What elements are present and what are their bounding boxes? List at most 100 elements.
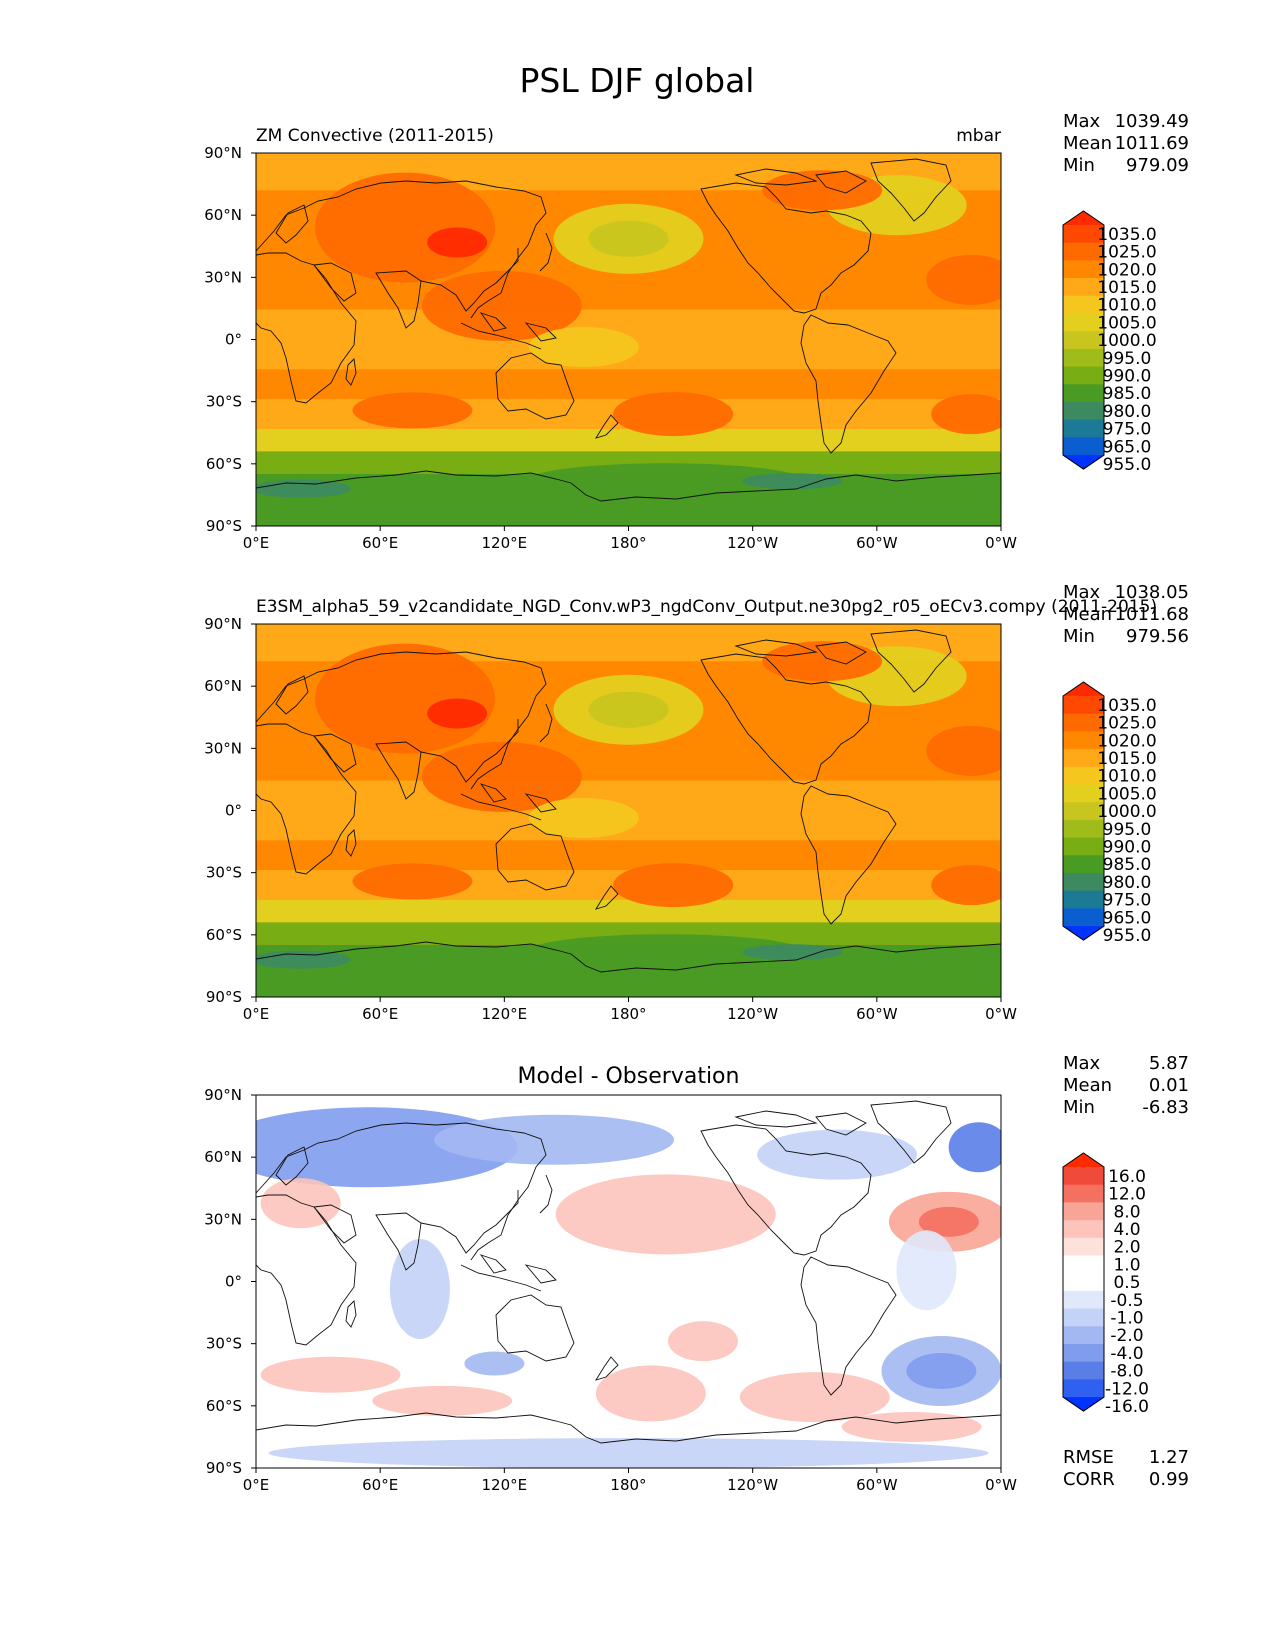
field-contour	[315, 172, 495, 283]
x-tick-label: 180°	[610, 1005, 646, 1023]
colorbar-label: 1020.0	[1097, 260, 1156, 280]
colorbar-outline	[1062, 681, 1105, 941]
x-tick-label: 0°W	[985, 534, 1017, 552]
field-contour	[762, 641, 883, 682]
map-field	[256, 153, 1001, 526]
field-contour	[372, 1385, 513, 1416]
colorbar-segment	[1063, 713, 1104, 732]
field-contour	[757, 1129, 918, 1180]
y-tick-label: 90°N	[204, 1086, 242, 1104]
colorbar-segment	[1063, 890, 1104, 909]
colorbar-segment	[1063, 419, 1104, 438]
y-tick-label: 30°S	[206, 393, 242, 411]
field-contour	[739, 1372, 890, 1423]
colorbar: 1035.01025.01020.01015.01010.01005.01000…	[1062, 681, 1157, 946]
field-contour	[762, 170, 883, 211]
stat-label-max: Max	[1063, 1053, 1101, 1074]
map-field	[256, 624, 1001, 997]
colorbar-segment	[1063, 784, 1104, 803]
y-tick-label: 60°S	[206, 926, 242, 944]
field-band	[256, 451, 1001, 474]
colorbar-label: 995.0	[1103, 820, 1152, 840]
stat-label-mean: Mean	[1063, 133, 1112, 154]
field-contour	[352, 392, 473, 429]
stat-value-mean: 0.01	[1149, 1075, 1189, 1096]
colorbar-segment	[1063, 1361, 1104, 1380]
field-contour	[528, 326, 639, 367]
field-contour	[434, 1114, 674, 1165]
stat-label-max: Max	[1063, 582, 1101, 603]
y-tick-label: 90°S	[206, 988, 242, 1006]
field-contour	[528, 797, 639, 838]
y-tick-label: 90°N	[204, 615, 242, 633]
colorbar-segment	[1063, 1184, 1104, 1203]
map-panel-2: E3SM_alpha5_59_v2candidate_NGD_Conv.wP3_…	[204, 582, 1189, 1023]
colorbar-segment	[1063, 873, 1104, 892]
colorbar-label: 1025.0	[1097, 243, 1156, 263]
colorbar-segment	[1063, 1379, 1104, 1398]
units-label: mbar	[956, 126, 1001, 146]
colorbar-outline	[1062, 210, 1105, 470]
colorbar-segment	[1063, 1220, 1104, 1239]
x-tick-label: 0°W	[985, 1476, 1017, 1494]
field-band	[256, 900, 1001, 923]
colorbar-segment	[1063, 855, 1104, 874]
colorbar-segment	[1063, 295, 1104, 314]
colorbar-segment	[1063, 313, 1104, 332]
x-tick-label: 0°W	[985, 1005, 1017, 1023]
y-tick-label: 60°N	[204, 1148, 242, 1166]
field-contour	[389, 1238, 450, 1339]
colorbar-label: -12.0	[1105, 1379, 1149, 1399]
field-contour	[256, 479, 351, 498]
field-contour	[427, 227, 488, 258]
x-tick-label: 180°	[610, 534, 646, 552]
colorbar-label: 2.0	[1113, 1238, 1140, 1258]
colorbar-label: 12.0	[1108, 1185, 1146, 1205]
x-tick-label: 120°W	[727, 1005, 778, 1023]
colorbar: 1035.01025.01020.01015.01010.01005.01000…	[1062, 210, 1157, 475]
colorbar-label: 1015.0	[1097, 749, 1156, 769]
colorbar-label: 16.0	[1108, 1167, 1146, 1187]
colorbar-label: 985.0	[1103, 384, 1152, 404]
colorbar-extend-min	[1063, 926, 1104, 941]
colorbar-label: 955.0	[1103, 926, 1152, 946]
colorbar-label: -8.0	[1110, 1362, 1143, 1382]
colorbar-label: 980.0	[1103, 402, 1152, 422]
colorbar-segment	[1063, 348, 1104, 368]
y-tick-label: 60°S	[206, 1397, 242, 1415]
stat-label-min: Min	[1063, 1097, 1095, 1118]
colorbar-label: 990.0	[1103, 366, 1152, 386]
colorbar-label: 975.0	[1103, 891, 1152, 911]
y-tick-label: 60°N	[204, 206, 242, 224]
colorbar-label: -4.0	[1110, 1344, 1143, 1364]
y-tick-label: 30°N	[204, 268, 242, 286]
colorbar-label: 980.0	[1103, 873, 1152, 893]
colorbar-extend-max	[1063, 682, 1104, 696]
colorbar-label: 8.0	[1113, 1202, 1140, 1222]
rmse-label: RMSE	[1063, 1447, 1114, 1468]
colorbar-segment	[1063, 1237, 1104, 1256]
y-tick-label: 30°N	[204, 1210, 242, 1228]
stat-label-mean: Mean	[1063, 1075, 1112, 1096]
stat-label-mean: Mean	[1063, 604, 1112, 625]
colorbar-segment	[1063, 1326, 1104, 1345]
colorbar-label: 1025.0	[1097, 714, 1156, 734]
colorbar-segment	[1063, 819, 1104, 839]
map-panel-1: ZM Convective (2011-2015) mbar 0°E 60°E 120°…	[204, 111, 1189, 552]
x-tick-label: 60°E	[362, 1476, 398, 1494]
colorbar-label: 965.0	[1103, 908, 1152, 928]
field-contour	[926, 725, 1001, 776]
field-contour	[464, 1351, 525, 1376]
colorbar-segment	[1063, 696, 1104, 715]
colorbar-extend-min	[1063, 455, 1104, 470]
colorbar-segment	[1063, 908, 1104, 927]
colorbar-extend-min	[1063, 1397, 1104, 1412]
x-tick-label: 60°E	[362, 1005, 398, 1023]
colorbar-label: 1015.0	[1097, 278, 1156, 298]
colorbar-label: 1010.0	[1097, 296, 1156, 316]
y-tick-label: 30°S	[206, 1335, 242, 1353]
field-contour	[742, 944, 843, 961]
field-contour	[906, 1353, 977, 1390]
colorbar-label: 1035.0	[1097, 225, 1156, 245]
